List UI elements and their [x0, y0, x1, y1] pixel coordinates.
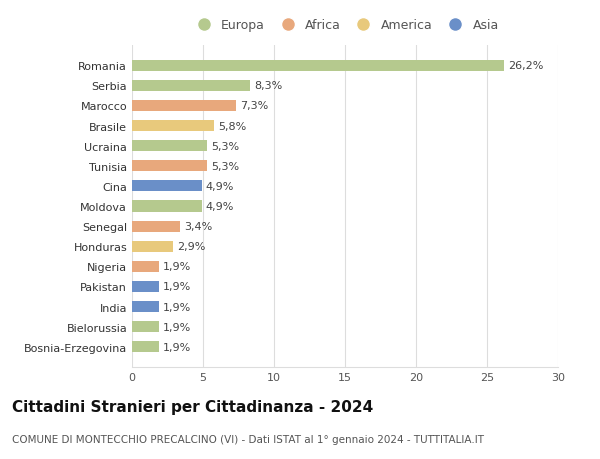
Text: 5,8%: 5,8% [218, 121, 247, 131]
Text: 4,9%: 4,9% [206, 181, 234, 191]
Text: 7,3%: 7,3% [240, 101, 268, 111]
Bar [132, 141, 207, 152]
Text: 1,9%: 1,9% [163, 322, 191, 332]
Text: 1,9%: 1,9% [163, 342, 191, 352]
Text: 5,3%: 5,3% [212, 162, 239, 171]
Bar [132, 181, 202, 192]
Bar [132, 61, 504, 72]
Bar [132, 221, 180, 232]
Bar [132, 201, 202, 212]
Bar [132, 321, 159, 332]
Bar [132, 341, 159, 353]
Text: 8,3%: 8,3% [254, 81, 283, 91]
Text: 1,9%: 1,9% [163, 282, 191, 292]
Bar [132, 261, 159, 272]
Bar [132, 161, 207, 172]
Legend: Europa, Africa, America, Asia: Europa, Africa, America, Asia [188, 17, 502, 35]
Text: 3,4%: 3,4% [185, 222, 213, 232]
Text: 4,9%: 4,9% [206, 202, 234, 212]
Text: 1,9%: 1,9% [163, 302, 191, 312]
Bar [132, 302, 159, 313]
Text: Cittadini Stranieri per Cittadinanza - 2024: Cittadini Stranieri per Cittadinanza - 2… [12, 399, 373, 414]
Bar [132, 101, 236, 112]
Text: 2,9%: 2,9% [178, 242, 206, 252]
Bar [132, 81, 250, 92]
Bar [132, 241, 173, 252]
Text: 5,3%: 5,3% [212, 141, 239, 151]
Bar [132, 121, 214, 132]
Bar [132, 281, 159, 292]
Text: 1,9%: 1,9% [163, 262, 191, 272]
Text: 26,2%: 26,2% [508, 61, 544, 71]
Text: COMUNE DI MONTECCHIO PRECALCINO (VI) - Dati ISTAT al 1° gennaio 2024 - TUTTITALI: COMUNE DI MONTECCHIO PRECALCINO (VI) - D… [12, 434, 484, 444]
